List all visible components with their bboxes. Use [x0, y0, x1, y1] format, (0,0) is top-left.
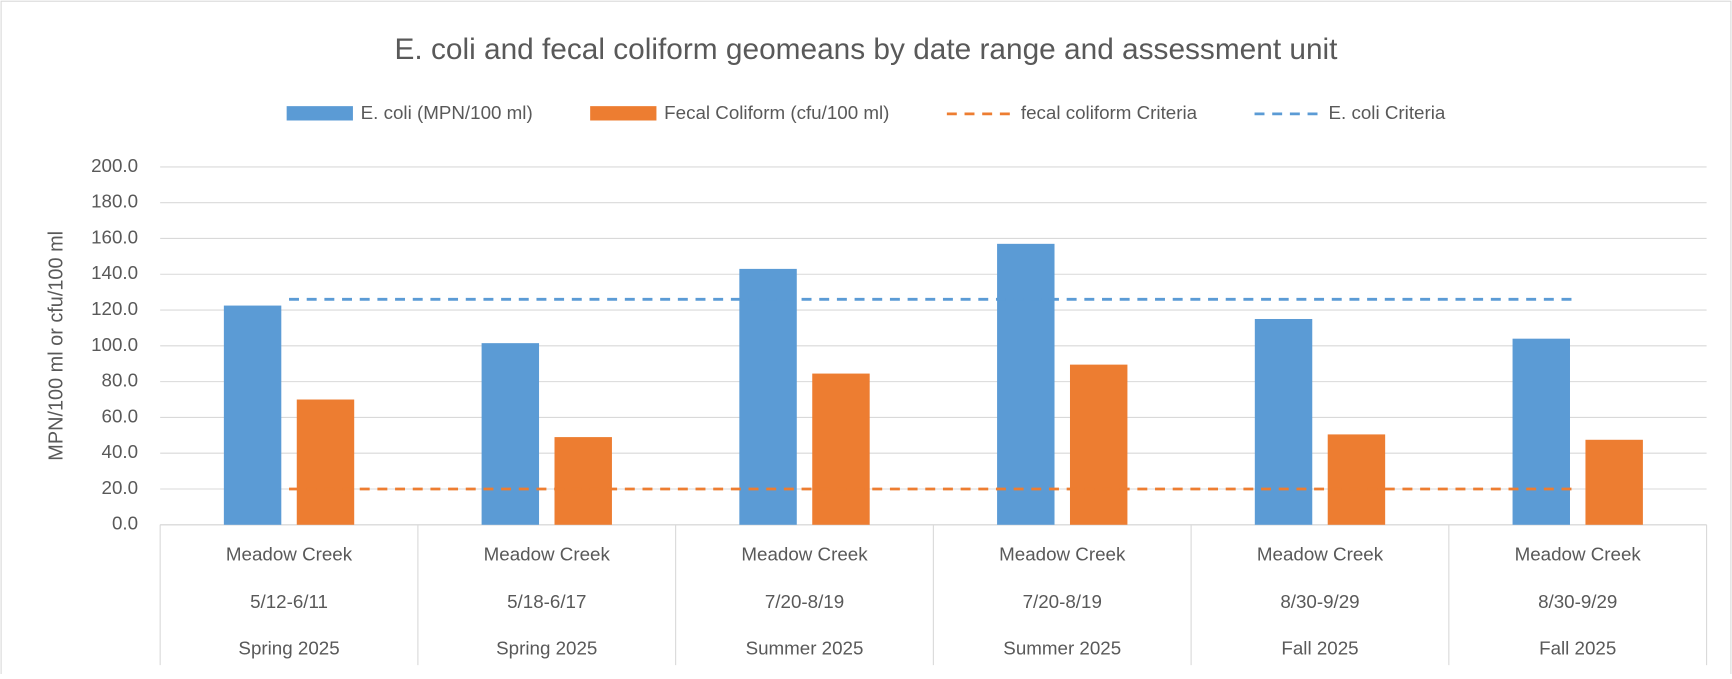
bar	[739, 268, 797, 525]
x-tick-label: 5/12-6/11	[250, 591, 328, 612]
bar	[1327, 434, 1386, 525]
x-tick-label: 5/18-6/17	[507, 591, 586, 612]
x-tick-label: Fall 2025	[1539, 638, 1616, 659]
y-tick-label: 160.0	[91, 226, 138, 247]
bar	[481, 343, 540, 525]
x-tick-label: Summer 2025	[1003, 638, 1121, 659]
y-tick-label: 80.0	[102, 370, 139, 391]
legend-label: Fecal Coliform (cfu/100 ml)	[664, 102, 889, 123]
x-tick-label: Fall 2025	[1281, 638, 1358, 659]
bar	[1254, 318, 1313, 525]
y-tick-label: 100.0	[91, 334, 138, 355]
y-tick-label: 120.0	[91, 298, 138, 319]
y-tick-label: 200.0	[91, 155, 138, 176]
x-tick-label: Spring 2025	[238, 638, 339, 659]
legend-item: E. coli Criteria	[1254, 102, 1446, 123]
bar	[296, 399, 355, 525]
legend-swatch	[590, 106, 657, 121]
legend-label: E. coli (MPN/100 ml)	[361, 102, 533, 123]
legend-swatch	[286, 106, 353, 121]
x-tick-label: 8/30-9/29	[1280, 591, 1359, 612]
x-tick-label: Meadow Creek	[999, 544, 1126, 565]
y-tick-label: 0.0	[112, 513, 138, 534]
legend-label: fecal coliform Criteria	[1021, 102, 1198, 123]
x-tick-label: Meadow Creek	[1257, 544, 1384, 565]
x-tick-label: 8/30-9/29	[1538, 591, 1617, 612]
bar	[554, 437, 612, 525]
y-axis-title: MPN/100 ml or cfu/100 ml	[46, 231, 68, 461]
chart-title: E. coli and fecal coliform geomeans by d…	[395, 33, 1339, 66]
legend-item: Fecal Coliform (cfu/100 ml)	[590, 102, 889, 123]
x-tick-label: 7/20-8/19	[765, 591, 844, 612]
x-tick-label: Summer 2025	[746, 638, 864, 659]
bar	[812, 373, 870, 525]
y-tick-label: 20.0	[102, 477, 139, 498]
y-tick-label: 180.0	[91, 191, 138, 212]
y-tick-label: 140.0	[91, 262, 138, 283]
bar	[1585, 439, 1643, 525]
bar	[1512, 338, 1570, 525]
bar	[1069, 364, 1128, 525]
x-tick-label: Meadow Creek	[741, 544, 868, 565]
bar	[223, 305, 282, 525]
legend-label: E. coli Criteria	[1329, 102, 1446, 123]
x-tick-label: Meadow Creek	[1515, 544, 1642, 565]
y-tick-label: 60.0	[102, 405, 139, 426]
legend-item: fecal coliform Criteria	[946, 102, 1198, 123]
x-tick-label: Meadow Creek	[226, 544, 353, 565]
x-tick-label: Spring 2025	[496, 638, 597, 659]
y-tick-label: 40.0	[102, 441, 139, 462]
x-tick-label: Meadow Creek	[484, 544, 611, 565]
bar	[997, 243, 1055, 525]
x-tick-label: 7/20-8/19	[1023, 591, 1102, 612]
legend-item: E. coli (MPN/100 ml)	[286, 102, 533, 123]
